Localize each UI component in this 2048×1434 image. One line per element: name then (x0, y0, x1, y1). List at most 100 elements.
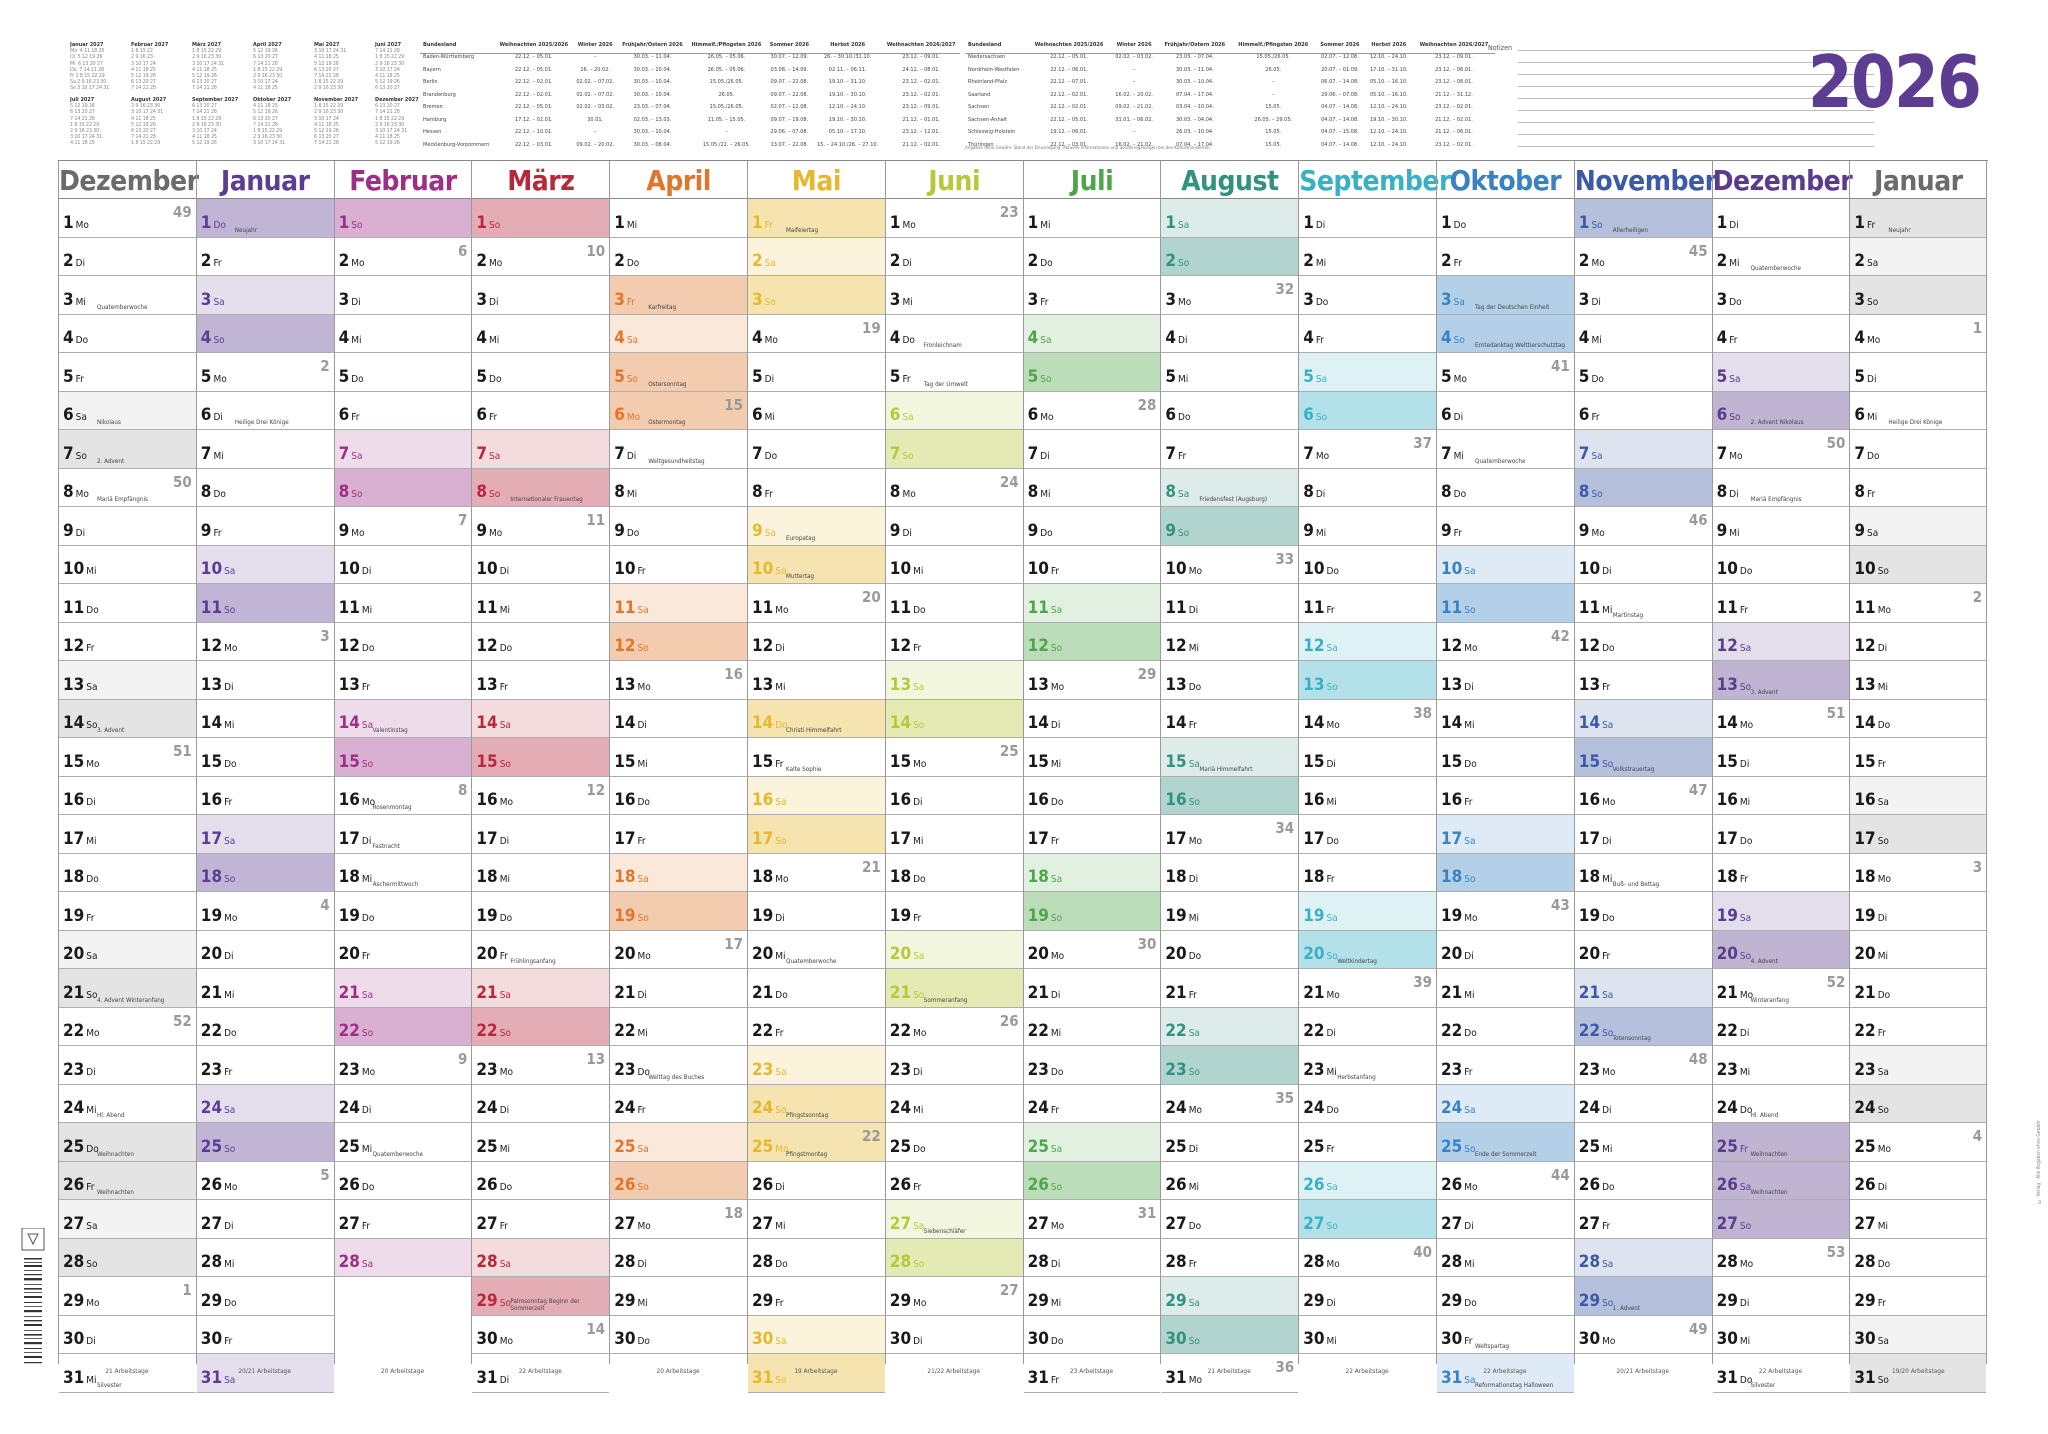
day-cell[interactable]: 16 Mo 12 (472, 777, 610, 815)
day-cell[interactable]: 27 Mi (748, 1200, 885, 1239)
day-cell[interactable]: 1 So (472, 199, 610, 238)
day-cell[interactable]: 23 So (1161, 1046, 1299, 1085)
day-cell[interactable]: 15 So (334, 738, 472, 777)
day-cell[interactable]: 2 Sa (1850, 237, 1987, 276)
day-cell[interactable]: 27 Mo 18 (610, 1200, 747, 1239)
day-cell[interactable]: 25 Mo 4 (1850, 1123, 1987, 1162)
day-cell[interactable]: 16 Mi (1712, 777, 1850, 815)
day-cell[interactable]: 7 Mi Quatemberwoche (1437, 430, 1574, 469)
day-cell[interactable]: 17 Do (1299, 815, 1436, 854)
day-cell[interactable]: 18 Sa (1023, 853, 1161, 892)
day-cell[interactable]: 18 So (1437, 853, 1574, 892)
day-cell[interactable]: 5 Fr Tag der Umwelt (885, 353, 1023, 392)
day-cell[interactable]: 26 Fr (885, 1162, 1023, 1200)
day-cell[interactable]: 19 Do (334, 892, 472, 931)
day-cell[interactable]: 2 So (1161, 237, 1299, 276)
day-cell[interactable]: 26 Fr Weihnachten (59, 1161, 196, 1200)
day-cell[interactable]: 28 Di (610, 1239, 747, 1277)
day-cell[interactable]: 15 Di (1712, 738, 1850, 777)
day-cell[interactable]: 9 Mi (1299, 507, 1436, 546)
day-cell[interactable]: 25 Do Weihnachten (59, 1123, 196, 1162)
day-cell[interactable]: 11 So (196, 584, 334, 623)
day-cell[interactable]: 3 So (1850, 276, 1987, 315)
day-cell[interactable]: 19 Mi (1161, 892, 1299, 931)
day-cell[interactable]: 25 Mi (1574, 1123, 1712, 1162)
day-cell[interactable]: 25 Fr (1299, 1123, 1436, 1162)
day-cell[interactable]: 25 So Ende der Sommerzeit (1437, 1123, 1574, 1162)
day-cell[interactable]: 27 So (1712, 1200, 1850, 1239)
day-cell[interactable]: 14 So (885, 699, 1023, 738)
day-cell[interactable]: 22 Di (1299, 1008, 1436, 1046)
day-cell[interactable]: 1 Mi (1023, 199, 1161, 238)
day-cell[interactable]: 28 Mi (196, 1239, 334, 1277)
day-cell[interactable]: 6 Fr (334, 392, 472, 430)
day-cell[interactable]: 19 Fr (59, 892, 196, 931)
day-cell[interactable]: 12 Do (472, 623, 610, 661)
day-cell[interactable]: 2 Do (1023, 238, 1161, 276)
day-cell[interactable]: 12 So (1023, 622, 1161, 661)
day-cell[interactable]: 7 Di (1023, 430, 1161, 469)
day-cell[interactable]: 6 Mo Ostermontag 15 (610, 391, 747, 430)
day-cell[interactable]: 20 Mo 30 (1023, 931, 1161, 969)
day-cell[interactable]: 14 Fr (1161, 700, 1299, 738)
day-cell[interactable]: 25 Fr Weihnachten (1712, 1123, 1850, 1162)
day-cell[interactable]: 22 Fr (748, 1008, 885, 1046)
day-cell[interactable]: 2 Fr (196, 238, 334, 276)
day-cell[interactable]: 28 Do (1850, 1239, 1987, 1277)
day-cell[interactable]: 24 So (1850, 1084, 1987, 1123)
day-cell[interactable]: 17 Sa (196, 815, 334, 854)
day-cell[interactable]: 24 Di (334, 1085, 472, 1123)
day-cell[interactable]: 23 Di (885, 1046, 1023, 1085)
day-cell[interactable]: 27 Sa Siebenschläfer (885, 1200, 1023, 1239)
day-cell[interactable]: 9 Di (59, 507, 196, 546)
day-cell[interactable]: 17 Fr (1023, 815, 1161, 854)
day-cell[interactable]: 8 Fr (1850, 469, 1987, 507)
day-cell[interactable]: 2 Sa (748, 237, 885, 276)
day-cell[interactable]: 16 Do (610, 777, 747, 815)
day-cell[interactable]: 26 Sa Weihnachten (1712, 1161, 1850, 1200)
day-cell[interactable]: 29 Mi (1023, 1277, 1161, 1316)
day-cell[interactable]: 2 Fr (1437, 238, 1574, 276)
day-cell[interactable]: 19 Do (472, 892, 610, 931)
day-cell[interactable]: 28 Mo 53 (1712, 1239, 1850, 1277)
day-cell[interactable]: 3 Sa Tag der Deutschen Einheit (1437, 276, 1574, 315)
day-cell[interactable]: 30 Sa (1850, 1315, 1987, 1354)
day-cell[interactable]: 19 Di (1850, 892, 1987, 931)
day-cell[interactable]: 4 Do Fronleichnam (885, 315, 1023, 353)
day-cell[interactable]: 26 Mo 5 (196, 1162, 334, 1200)
day-cell[interactable]: 31 Mi Silvester (59, 1354, 196, 1393)
day-cell[interactable]: 31 Mo 36 (1161, 1354, 1299, 1393)
day-cell[interactable]: 5 So (1023, 353, 1161, 392)
day-cell[interactable]: 27 Mi (1850, 1200, 1987, 1239)
day-cell[interactable]: 21 Do (748, 969, 885, 1008)
day-cell[interactable]: 4 Mi (1574, 315, 1712, 353)
day-cell[interactable]: 9 Mo 11 (472, 507, 610, 546)
day-cell[interactable]: 26 Mo 44 (1437, 1162, 1574, 1200)
day-cell[interactable]: 12 Mi (1161, 623, 1299, 661)
day-cell[interactable]: 27 Fr (472, 1200, 610, 1239)
day-cell[interactable]: 2 Di (59, 238, 196, 276)
day-cell[interactable]: 10 Di (334, 546, 472, 584)
day-cell[interactable]: 20 Mo 17 (610, 931, 747, 969)
day-cell[interactable]: 23 Sa (1850, 1046, 1987, 1085)
day-cell[interactable]: 14 Do Christi Himmelfahrt (748, 699, 885, 738)
day-cell[interactable]: 10 Sa (196, 545, 334, 584)
day-cell[interactable]: 26 So (610, 1161, 747, 1200)
day-cell[interactable]: 27 Sa (59, 1200, 196, 1239)
day-cell[interactable]: 18 Do (885, 854, 1023, 892)
day-cell[interactable]: 13 Mi (1850, 661, 1987, 700)
day-cell[interactable]: 26 Di (748, 1162, 885, 1200)
day-cell[interactable]: 16 Mi (1299, 777, 1436, 815)
day-cell[interactable]: 25 Mi (472, 1123, 610, 1162)
day-cell[interactable]: 26 Mi (1161, 1162, 1299, 1200)
day-cell[interactable]: 3 Do (1299, 276, 1436, 315)
day-cell[interactable]: 23 Do Welttag des Buches (610, 1046, 747, 1085)
day-cell[interactable]: 12 Sa (1712, 622, 1850, 661)
day-cell[interactable]: 26 Do (472, 1162, 610, 1200)
day-cell[interactable]: 28 Fr (1161, 1239, 1299, 1277)
day-cell[interactable]: 24 Mi (885, 1085, 1023, 1123)
day-cell[interactable]: 13 Mi (748, 661, 885, 700)
day-cell[interactable]: 2 Mo 6 (334, 238, 472, 276)
day-cell[interactable]: 24 Di (1574, 1085, 1712, 1123)
day-cell[interactable]: 3 So (748, 276, 885, 315)
